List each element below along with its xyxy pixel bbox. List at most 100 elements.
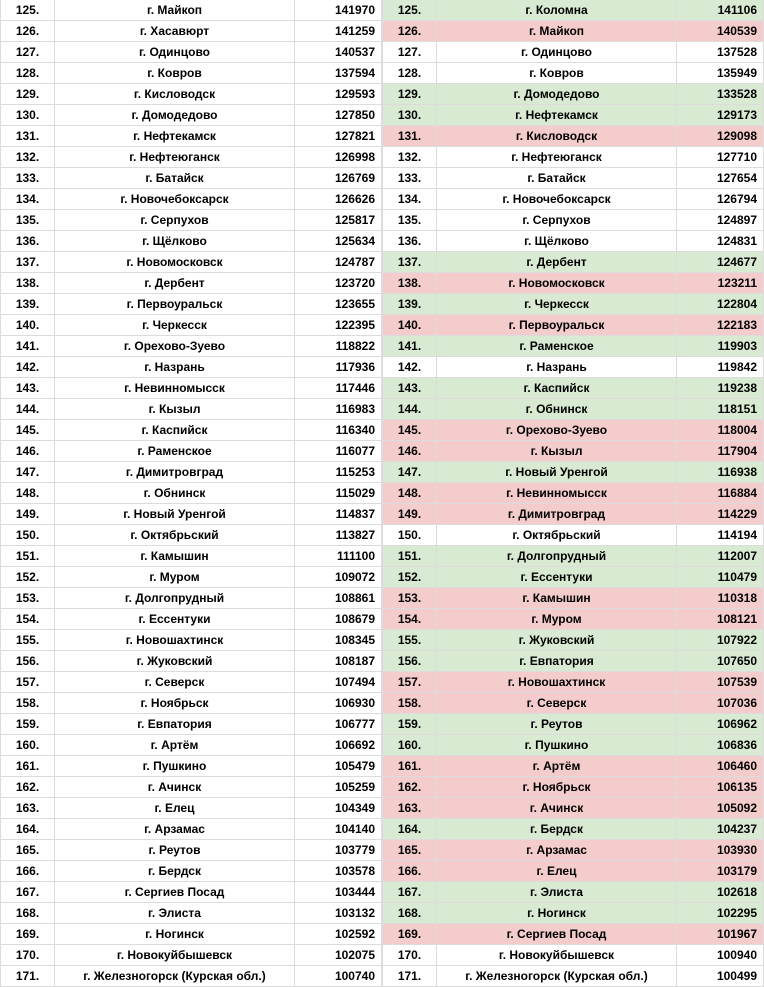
value-cell: 106135 xyxy=(677,777,764,798)
value-cell: 118151 xyxy=(677,399,764,420)
right-row: 153.г. Камышин110318 xyxy=(382,588,764,609)
right-row: 145.г. Орехово-Зуево118004 xyxy=(382,420,764,441)
right-row: 141.г. Раменское119903 xyxy=(382,336,764,357)
right-row: 140.г. Первоуральск122183 xyxy=(382,315,764,336)
rank-cell: 133. xyxy=(382,168,437,189)
value-cell: 122183 xyxy=(677,315,764,336)
value-cell: 108187 xyxy=(295,651,382,672)
right-row: 136.г. Щёлково124831 xyxy=(382,231,764,252)
name-cell: г. Бердск xyxy=(437,819,677,840)
rank-cell: 126. xyxy=(382,21,437,42)
name-cell: г. Ковров xyxy=(55,63,295,84)
value-cell: 127821 xyxy=(295,126,382,147)
name-cell: г. Ноябрьск xyxy=(437,777,677,798)
left-row: 168.г. Элиста103132 xyxy=(0,903,382,924)
right-row: 161.г. Артём106460 xyxy=(382,756,764,777)
comparison-table: 125.г. Майкоп141970126.г. Хасавюрт141259… xyxy=(0,0,764,987)
value-cell: 112007 xyxy=(677,546,764,567)
rank-cell: 146. xyxy=(382,441,437,462)
name-cell: г. Камышин xyxy=(437,588,677,609)
right-row: 168.г. Ногинск102295 xyxy=(382,903,764,924)
right-row: 157.г. Новошахтинск107539 xyxy=(382,672,764,693)
value-cell: 101967 xyxy=(677,924,764,945)
rank-cell: 145. xyxy=(0,420,55,441)
right-row: 146.г. Кызыл117904 xyxy=(382,441,764,462)
left-row: 131.г. Нефтекамск127821 xyxy=(0,126,382,147)
value-cell: 123720 xyxy=(295,273,382,294)
name-cell: г. Пушкино xyxy=(55,756,295,777)
right-row: 126.г. Майкоп140539 xyxy=(382,21,764,42)
value-cell: 118004 xyxy=(677,420,764,441)
left-row: 133.г. Батайск126769 xyxy=(0,168,382,189)
rank-cell: 143. xyxy=(0,378,55,399)
value-cell: 103578 xyxy=(295,861,382,882)
left-row: 170.г. Новокуйбышевск102075 xyxy=(0,945,382,966)
rank-cell: 127. xyxy=(382,42,437,63)
rank-cell: 148. xyxy=(382,483,437,504)
right-row: 128.г. Ковров135949 xyxy=(382,63,764,84)
value-cell: 115029 xyxy=(295,483,382,504)
name-cell: г. Новокуйбышевск xyxy=(437,945,677,966)
rank-cell: 141. xyxy=(0,336,55,357)
name-cell: г. Новокуйбышевск xyxy=(55,945,295,966)
right-row: 148.г. Невинномысск116884 xyxy=(382,483,764,504)
value-cell: 100499 xyxy=(677,966,764,987)
name-cell: г. Ессентуки xyxy=(437,567,677,588)
rank-cell: 153. xyxy=(0,588,55,609)
value-cell: 107494 xyxy=(295,672,382,693)
name-cell: г. Ногинск xyxy=(437,903,677,924)
rank-cell: 134. xyxy=(0,189,55,210)
value-cell: 127710 xyxy=(677,147,764,168)
name-cell: г. Елец xyxy=(55,798,295,819)
rank-cell: 164. xyxy=(0,819,55,840)
left-row: 171.г. Железногорск (Курская обл.)100740 xyxy=(0,966,382,987)
name-cell: г. Серпухов xyxy=(55,210,295,231)
rank-cell: 168. xyxy=(0,903,55,924)
value-cell: 116340 xyxy=(295,420,382,441)
rank-cell: 152. xyxy=(0,567,55,588)
name-cell: г. Новочебоксарск xyxy=(55,189,295,210)
name-cell: г. Орехово-Зуево xyxy=(55,336,295,357)
rank-cell: 171. xyxy=(0,966,55,987)
right-row: 158.г. Северск107036 xyxy=(382,693,764,714)
name-cell: г. Кисловодск xyxy=(437,126,677,147)
name-cell: г. Новочебоксарск xyxy=(437,189,677,210)
name-cell: г. Ногинск xyxy=(55,924,295,945)
rank-cell: 161. xyxy=(382,756,437,777)
name-cell: г. Майкоп xyxy=(437,21,677,42)
rank-cell: 147. xyxy=(382,462,437,483)
rank-cell: 143. xyxy=(382,378,437,399)
right-row: 131.г. Кисловодск129098 xyxy=(382,126,764,147)
value-cell: 100740 xyxy=(295,966,382,987)
left-row: 148.г. Обнинск115029 xyxy=(0,483,382,504)
rank-cell: 132. xyxy=(0,147,55,168)
left-row: 134.г. Новочебоксарск126626 xyxy=(0,189,382,210)
name-cell: г. Черкесск xyxy=(437,294,677,315)
name-cell: г. Нефтекамск xyxy=(437,105,677,126)
rank-cell: 130. xyxy=(0,105,55,126)
left-row: 154.г. Ессентуки108679 xyxy=(0,609,382,630)
left-row: 140.г. Черкесск122395 xyxy=(0,315,382,336)
rank-cell: 135. xyxy=(0,210,55,231)
name-cell: г. Сергиев Посад xyxy=(55,882,295,903)
value-cell: 104237 xyxy=(677,819,764,840)
name-cell: г. Арзамас xyxy=(55,819,295,840)
rank-cell: 152. xyxy=(382,567,437,588)
rank-cell: 137. xyxy=(0,252,55,273)
value-cell: 125634 xyxy=(295,231,382,252)
value-cell: 116884 xyxy=(677,483,764,504)
left-row: 130.г. Домодедово127850 xyxy=(0,105,382,126)
value-cell: 126626 xyxy=(295,189,382,210)
value-cell: 107922 xyxy=(677,630,764,651)
value-cell: 110479 xyxy=(677,567,764,588)
name-cell: г. Артём xyxy=(55,735,295,756)
value-cell: 107650 xyxy=(677,651,764,672)
rank-cell: 125. xyxy=(382,0,437,21)
left-row: 132.г. Нефтеюганск126998 xyxy=(0,147,382,168)
name-cell: г. Октябрьский xyxy=(55,525,295,546)
left-row: 127.г. Одинцово140537 xyxy=(0,42,382,63)
value-cell: 141970 xyxy=(295,0,382,21)
rank-cell: 161. xyxy=(0,756,55,777)
left-row: 138.г. Дербент123720 xyxy=(0,273,382,294)
name-cell: г. Кызыл xyxy=(55,399,295,420)
